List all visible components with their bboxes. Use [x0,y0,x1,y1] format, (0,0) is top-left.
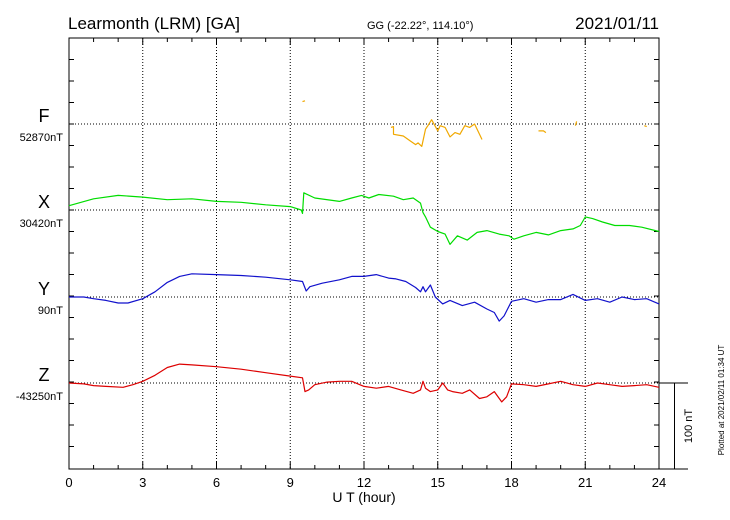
x-tick-label: 18 [504,475,518,490]
series-baseline-f: 52870nT [20,132,64,144]
x-tick-labels: 0 3 6 9 12 15 18 21 24 [65,475,666,490]
date-label: 2021/01/11 [575,14,659,33]
x-tick-label: 9 [287,475,294,490]
series-line-y [69,273,660,322]
x-tick-label: 6 [213,475,220,490]
plotted-at-note: Plotted at 2021/02/11 01:34 UT [717,345,726,456]
scale-bar: 100 nT [659,382,695,470]
series-line-x [68,192,660,245]
series-line-f [302,100,647,147]
series-name-z: Z [39,365,50,385]
series-name-f: F [39,106,50,126]
x-tick-label: 3 [139,475,146,490]
x-tick-label: 24 [652,475,666,490]
series-baseline-x: 30420nT [20,218,64,230]
x-tick-label: 21 [578,475,592,490]
series-group [68,100,660,403]
grid [69,38,659,469]
x-tick-label: 0 [65,475,72,490]
coordinates-label: GG (-22.22°, 114.10°) [367,20,473,32]
station-title: Learmonth (LRM) [GA] [68,14,240,33]
series-baseline-z: -43250nT [16,391,63,403]
scale-bar-label: 100 nT [683,409,695,444]
series-line-z [68,363,660,403]
x-tick-label: 12 [357,475,371,490]
x-tick-label: 15 [431,475,445,490]
axis-ticks [69,38,659,469]
series-labels: F 52870nT X 30420nT Y 90nT Z -43250nT [16,106,63,403]
series-name-x: X [38,192,50,212]
series-name-y: Y [38,279,50,299]
series-baseline-y: 90nT [38,305,63,317]
x-axis-label: U T (hour) [332,489,395,505]
